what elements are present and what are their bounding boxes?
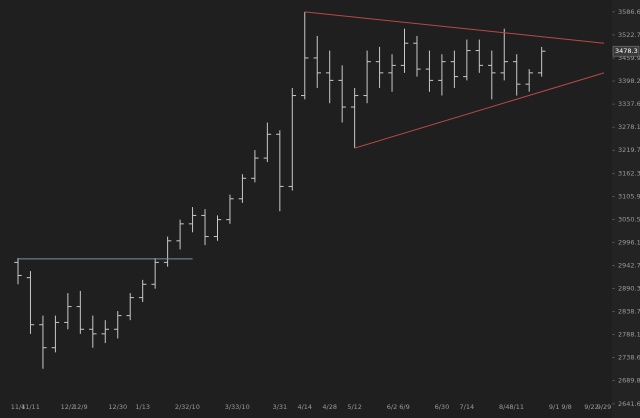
- x-tick-label: 9/1: [549, 403, 559, 411]
- y-tick-label: 2641.6: [618, 400, 640, 408]
- x-tick-label: 3/10: [235, 403, 250, 411]
- x-tick-label: 11/11: [21, 403, 40, 411]
- y-tick-label: 2738.6: [618, 354, 640, 362]
- x-tick-label: 9/29: [597, 403, 612, 411]
- trend-line: [304, 11, 605, 44]
- last-price-box: [612, 45, 640, 57]
- x-tick-label: 8/11: [509, 403, 524, 411]
- x-tick-label: 12/9: [73, 403, 88, 411]
- x-tick-label: 9/22: [584, 403, 599, 411]
- x-tick-label: 3/31: [273, 403, 288, 411]
- y-tick-label: 2788.1: [618, 331, 640, 339]
- x-tick-label: 2/3: [175, 403, 185, 411]
- x-tick-label: 12/30: [108, 403, 127, 411]
- x-tick-label: 8/4: [499, 403, 509, 411]
- y-tick-label: 3337.6: [618, 100, 640, 108]
- y-tick-label: 2996.1: [618, 238, 640, 246]
- x-tick-label: 12/2: [61, 403, 76, 411]
- x-tick-label: 9/8: [561, 403, 571, 411]
- y-tick-label: 3459.9: [618, 54, 640, 62]
- y-tick-label: 3219.7: [618, 146, 640, 154]
- y-tick-label: 2942.7: [618, 262, 640, 270]
- x-tick-label: 6/30: [435, 403, 450, 411]
- y-tick-label: 2689.8: [618, 377, 640, 385]
- y-tick-label: 3162.3: [618, 169, 640, 177]
- price-axis-area: [612, 0, 640, 418]
- trend-line: [354, 72, 605, 149]
- y-tick-label: 3278.1: [618, 123, 640, 131]
- y-tick-label: 3522.7: [618, 31, 640, 39]
- x-tick-label: 4/28: [322, 403, 337, 411]
- y-tick-label: 3105.9: [618, 192, 640, 200]
- y-tick-label: 2890.3: [618, 285, 640, 293]
- x-tick-label: 7/14: [460, 403, 475, 411]
- y-tick-label: 2838.7: [618, 308, 640, 316]
- x-tick-label: 5/12: [347, 403, 362, 411]
- x-tick-label: 1/13: [135, 403, 150, 411]
- x-tick-label: 6/2: [387, 403, 397, 411]
- x-tick-label: 3/3: [225, 403, 235, 411]
- y-tick-label: 3586.6: [618, 8, 640, 16]
- y-tick-label: 3398.2: [618, 77, 640, 85]
- last-price-label: 3478.3: [615, 47, 638, 55]
- y-tick-label: 3050.5: [618, 215, 640, 223]
- x-tick-label: 2/10: [185, 403, 200, 411]
- x-tick-label: 11/4: [11, 403, 26, 411]
- x-tick-label: 6/9: [399, 403, 409, 411]
- x-tick-label: 4/14: [297, 403, 312, 411]
